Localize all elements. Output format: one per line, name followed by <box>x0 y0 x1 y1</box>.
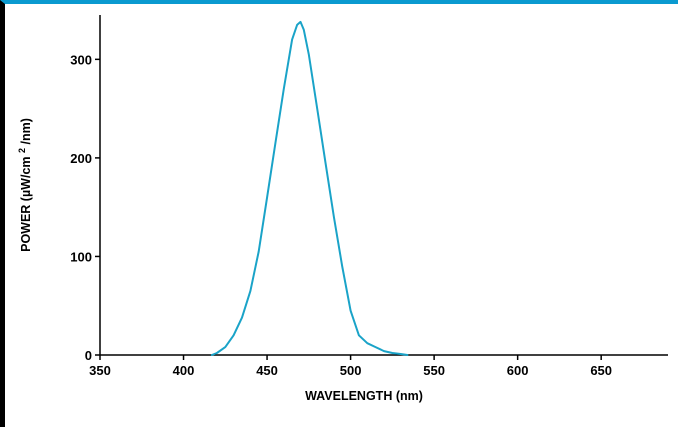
x-tick-label: 450 <box>256 363 278 378</box>
x-tick-label: 500 <box>340 363 362 378</box>
x-tick-label: 650 <box>590 363 612 378</box>
y-tick-label: 0 <box>85 348 92 363</box>
axes <box>99 15 668 356</box>
y-axis-title-unit-suffix: /nm) <box>19 118 33 144</box>
x-tick-label: 400 <box>173 363 195 378</box>
tick-labels: 350 400 450 500 550 600 650 0 100 200 300 <box>70 52 612 378</box>
x-tick-label: 600 <box>507 363 529 378</box>
y-axis-title-unit-prefix: (µW/cm <box>19 156 33 201</box>
y-axis-title-main: POWER <box>19 205 33 252</box>
y-axis-title-unit-sup: 2 <box>17 148 27 153</box>
spectrum-series-line <box>210 20 409 356</box>
y-axis-title: POWER (µW/cm 2 /nm) <box>14 118 33 252</box>
x-axis-title: WAVELENGTH (nm) <box>305 389 423 403</box>
ticks <box>95 58 602 360</box>
y-tick-label: 100 <box>70 249 92 264</box>
y-tick-label: 300 <box>70 52 92 67</box>
x-tick-label: 550 <box>423 363 445 378</box>
x-tick-label: 350 <box>89 363 111 378</box>
y-tick-label: 200 <box>70 151 92 166</box>
